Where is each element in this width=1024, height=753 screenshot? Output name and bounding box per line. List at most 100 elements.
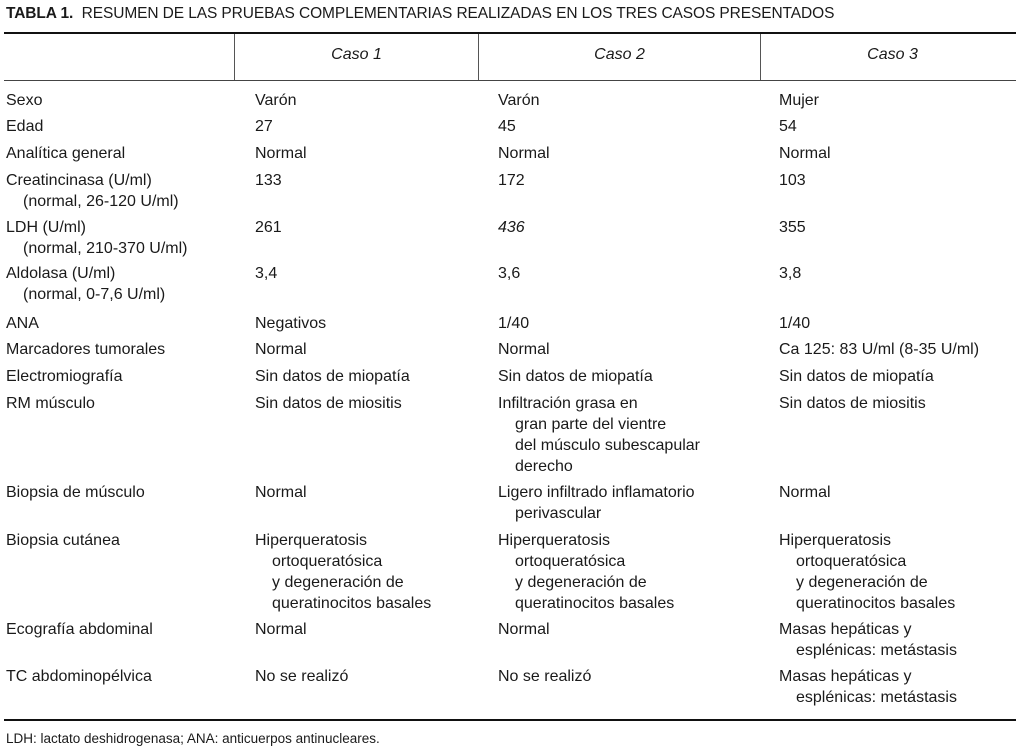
cell-line: LDH (U/ml) xyxy=(6,219,86,236)
cell-line: Mujer xyxy=(779,92,820,109)
cell-caso-3: 355 xyxy=(779,217,806,238)
cell-caso-3: 1/40 xyxy=(779,313,810,334)
cell-caso-1: Normal xyxy=(255,143,307,164)
cell-line: 172 xyxy=(498,172,525,189)
cell-line: queratinocitos basales xyxy=(796,595,956,612)
cell-line: Biopsia cutánea xyxy=(6,532,120,549)
cell-caso-3: Normal xyxy=(779,482,831,503)
cell-line: esplénicas: metástasis xyxy=(796,642,957,659)
row-label: Edad xyxy=(6,116,43,137)
cell-caso-2: 436 xyxy=(498,217,525,238)
cell-caso-1: 3,4 xyxy=(255,263,277,284)
cell-line: TC abdominopélvica xyxy=(6,668,152,685)
row-label: Creatincinasa (U/ml) (normal, 26-120 U/ml… xyxy=(6,170,179,212)
cell-caso-3: 54 xyxy=(779,116,797,137)
footnote: LDH: lactato deshidrogenasa; ANA: anticu… xyxy=(6,731,380,746)
cell-caso-3: Mujer xyxy=(779,90,819,111)
cell-caso-1: 261 xyxy=(255,217,282,238)
cell-line: Sin datos de miopatía xyxy=(779,368,934,385)
cell-caso-3: Ca 125: 83 U/ml (8-35 U/ml) xyxy=(779,339,979,360)
cell-line: Electromiografía xyxy=(6,368,123,385)
cell-line: esplénicas: metástasis xyxy=(796,689,957,706)
cell-line: 3,6 xyxy=(498,265,521,282)
cell-line: Sin datos de miopatía xyxy=(498,368,653,385)
cell-caso-2: 1/40 xyxy=(498,313,529,334)
cell-caso-3: Sin datos de miopatía xyxy=(779,366,934,387)
cell-line: 27 xyxy=(255,118,273,135)
cell-line: 54 xyxy=(779,118,797,135)
row-label: TC abdominopélvica xyxy=(6,666,152,687)
cell-line: Normal xyxy=(498,341,550,358)
cell-line: 103 xyxy=(779,172,806,189)
cell-caso-2: Ligero infiltrado inflamatorio perivascul… xyxy=(498,482,695,524)
cell-line: Aldolasa (U/ml) xyxy=(6,265,116,282)
cell-caso-1: Sin datos de miositis xyxy=(255,393,402,414)
row-label: Marcadores tumorales xyxy=(6,339,165,360)
cell-line: Ca 125: 83 U/ml (8-35 U/ml) xyxy=(779,341,980,358)
header-caso-1: Caso 1 xyxy=(331,46,382,63)
cell-line: 436 xyxy=(498,219,525,236)
cell-line: y degeneración de xyxy=(272,574,404,591)
top-rule xyxy=(4,32,1016,34)
cell-line: RM músculo xyxy=(6,395,95,412)
header-caso-2: Caso 2 xyxy=(594,46,645,63)
cell-line: 3,4 xyxy=(255,265,278,282)
cell-line: Sin datos de miositis xyxy=(255,395,402,412)
cell-line: Normal xyxy=(779,145,831,162)
cell-line: Normal xyxy=(255,484,307,501)
cell-line: Biopsia de músculo xyxy=(6,484,145,501)
cell-line: Hiperqueratosis xyxy=(255,532,368,549)
bottom-rule xyxy=(4,719,1016,721)
cell-line: 133 xyxy=(255,172,282,189)
cell-line: Ligero infiltrado inflamatorio xyxy=(498,484,695,501)
cell-caso-2: Sin datos de miopatía xyxy=(498,366,653,387)
column-divider xyxy=(234,34,235,80)
header-rule xyxy=(4,80,1016,81)
cell-line: queratinocitos basales xyxy=(272,595,432,612)
cell-line: Normal xyxy=(498,621,550,638)
cell-caso-2: 172 xyxy=(498,170,525,191)
cell-caso-1: Negativos xyxy=(255,313,326,334)
cell-line: perivascular xyxy=(515,505,602,522)
cell-caso-2: Varón xyxy=(498,90,540,111)
cell-line: 1/40 xyxy=(779,315,811,332)
cell-caso-1: Hiperqueratosis ortoqueratósica y degenera… xyxy=(255,530,431,614)
cell-caso-2: Hiperqueratosis ortoqueratósica y degenera… xyxy=(498,530,674,614)
cell-caso-3: Sin datos de miositis xyxy=(779,393,926,414)
cell-line: Normal xyxy=(255,341,307,358)
cell-line: Hiperqueratosis xyxy=(779,532,892,549)
cell-line: ortoqueratósica xyxy=(515,553,626,570)
row-label: Biopsia cutánea xyxy=(6,530,120,551)
cell-line: (normal, 210-370 U/ml) xyxy=(23,240,188,257)
cell-caso-1: Sin datos de miopatía xyxy=(255,366,410,387)
cell-line: 3,8 xyxy=(779,265,802,282)
cell-caso-1: Normal xyxy=(255,619,307,640)
cell-line: Varón xyxy=(255,92,297,109)
cell-line: Varón xyxy=(498,92,540,109)
header-caso-3: Caso 3 xyxy=(867,46,918,63)
cell-line: Marcadores tumorales xyxy=(6,341,166,358)
cell-line: Negativos xyxy=(255,315,327,332)
cell-line: Infiltración grasa en xyxy=(498,395,638,412)
cell-line: ANA xyxy=(6,315,39,332)
cell-line: Analítica general xyxy=(6,145,126,162)
cell-line: (normal, 0-7,6 U/ml) xyxy=(23,286,166,303)
cell-line: Sin datos de miositis xyxy=(779,395,926,412)
row-label: Aldolasa (U/ml) (normal, 0-7,6 U/ml) xyxy=(6,263,165,305)
cell-caso-3: Masas hepáticas y esplénicas: metástasis xyxy=(779,666,957,708)
row-label: Sexo xyxy=(6,90,42,111)
cell-line: y degeneración de xyxy=(796,574,928,591)
cell-line: 355 xyxy=(779,219,806,236)
cell-caso-1: No se realizó xyxy=(255,666,348,687)
row-label: ANA xyxy=(6,313,39,334)
cell-line: Sexo xyxy=(6,92,43,109)
cell-line: ortoqueratósica xyxy=(272,553,383,570)
cell-line: derecho xyxy=(515,458,573,475)
cell-caso-1: Varón xyxy=(255,90,297,111)
cell-caso-2: Normal xyxy=(498,339,550,360)
cell-line: No se realizó xyxy=(255,668,349,685)
cell-line: Normal xyxy=(255,145,307,162)
cell-line: No se realizó xyxy=(498,668,592,685)
cell-line: Creatincinasa (U/ml) xyxy=(6,172,152,189)
cell-caso-1: 133 xyxy=(255,170,282,191)
